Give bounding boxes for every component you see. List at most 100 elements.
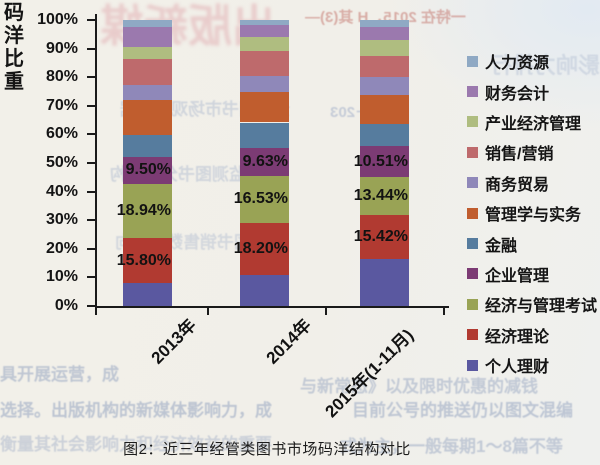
bar-segment (123, 156, 172, 184)
bleedthrough-text: 具开展运营，成 (0, 365, 119, 384)
legend-label: 管理学与实务 (485, 207, 582, 225)
bar-segment (240, 148, 289, 176)
data-label: 18.20% (233, 240, 288, 258)
bar-segment (240, 223, 289, 276)
data-label: 15.42% (353, 228, 408, 246)
bleedthrough-text: 目前公号的推送仍以图文混编 (352, 401, 573, 420)
bleedthrough-text: 选择。出版机构的新媒体影响力，成 (0, 401, 272, 420)
y-axis-line (95, 14, 97, 308)
bar-segment (240, 75, 289, 92)
legend-item: 金融 (467, 228, 597, 258)
legend-swatch-icon (467, 359, 478, 371)
y-tick-label: 70% (45, 96, 78, 114)
y-tick-mark (87, 76, 96, 79)
x-tick-mark (443, 308, 445, 315)
bar-segment (123, 58, 172, 86)
bar-segment (360, 26, 409, 41)
y-axis-title: 码洋比重 (4, 2, 24, 93)
data-label: 9.50% (125, 161, 171, 179)
bar-segment (123, 99, 172, 135)
legend-label: 商务贸易 (485, 176, 550, 194)
legend-label: 财务会计 (485, 85, 550, 103)
bar-segment (240, 175, 289, 224)
bar-segment (360, 95, 409, 124)
y-tick-label: 100% (37, 11, 78, 28)
legend-label: 销售/营销 (485, 146, 554, 164)
bar-segment (360, 146, 409, 177)
legend-label: 个人理财 (485, 359, 550, 377)
legend-item: 销售/营销 (467, 137, 597, 167)
bar-segment (360, 40, 409, 57)
bar-segment (240, 275, 289, 306)
bar-segment (240, 20, 289, 26)
y-tick-label: 30% (45, 211, 78, 229)
bar-segment (240, 25, 289, 37)
x-axis-label: 2013年 (147, 315, 200, 368)
bar-segment (123, 283, 172, 306)
bar-segment (360, 214, 409, 260)
bar-segment (360, 259, 409, 306)
bar-segment (240, 51, 289, 76)
legend-label: 经济理论 (485, 328, 550, 346)
bar-segment (240, 122, 289, 149)
y-tick-label: 60% (45, 125, 78, 143)
data-label: 13.44% (353, 186, 408, 204)
legend-item: 经济理论 (467, 320, 597, 350)
data-label: 16.53% (233, 190, 288, 208)
bar-segment (123, 134, 172, 157)
legend-item: 财务会计 (467, 76, 597, 106)
y-tick-mark (87, 305, 96, 307)
bar-segment (123, 20, 172, 27)
legend-item: 个人理财 (467, 350, 597, 380)
y-tick-label: 50% (45, 154, 78, 171)
x-axis-label: 2015年(1-11月) (321, 325, 417, 422)
legend-swatch-icon (467, 329, 478, 341)
y-tick-label: 20% (45, 239, 78, 257)
bar-segment (123, 237, 172, 284)
y-tick-mark (87, 247, 96, 250)
legend-label: 金融 (485, 237, 518, 255)
legend-item: 产业经济管理 (467, 107, 597, 137)
y-tick-mark (87, 162, 96, 164)
bar-segment (123, 183, 172, 238)
x-tick-mark (207, 308, 209, 315)
legend-swatch-icon (467, 116, 478, 128)
legend-item: 人力资源 (467, 46, 597, 76)
data-label: 15.80% (116, 251, 171, 269)
legend-item: 管理学与实务 (467, 198, 597, 228)
y-tick-mark (87, 47, 96, 50)
bar-segment (240, 91, 289, 123)
x-tick-mark (95, 308, 97, 315)
legend-label: 人力资源 (485, 55, 550, 73)
x-axis-line (95, 306, 449, 308)
data-label: 9.63% (242, 153, 288, 170)
y-tick-mark (87, 19, 96, 21)
y-tick-mark (87, 190, 96, 193)
chart-legend: 人力资源 财务会计 产业经济管理 销售/营销 商务贸易 管理学与实务 金融 企业管理 经济与管理… (467, 46, 597, 380)
legend-label: 产业经济管理 (485, 115, 582, 133)
legend-swatch-icon (467, 268, 478, 280)
y-tick-label: 0% (54, 297, 78, 314)
bar-segment (360, 176, 409, 215)
y-tick-label: 80% (45, 68, 78, 86)
y-tick-mark (87, 219, 96, 222)
legend-swatch-icon (467, 55, 478, 67)
legend-item: 经济与管理考试 (467, 289, 597, 319)
legend-item: 商务贸易 (467, 168, 597, 198)
y-tick-mark (87, 133, 96, 136)
x-axis-label: 2014年 (262, 315, 315, 368)
y-tick-mark (87, 104, 96, 107)
y-tick-label: 90% (45, 39, 78, 57)
bar-segment (360, 20, 409, 27)
legend-swatch-icon (467, 298, 478, 310)
y-tick-label: 10% (45, 268, 78, 286)
x-tick-mark (325, 308, 327, 315)
legend-swatch-icon (467, 207, 478, 219)
legend-label: 经济与管理考试 (485, 298, 598, 316)
data-label: 10.51% (353, 152, 408, 170)
bar-segment (240, 36, 289, 51)
legend-swatch-icon (467, 146, 478, 158)
legend-swatch-icon (467, 177, 478, 189)
bar-segment (123, 85, 172, 100)
